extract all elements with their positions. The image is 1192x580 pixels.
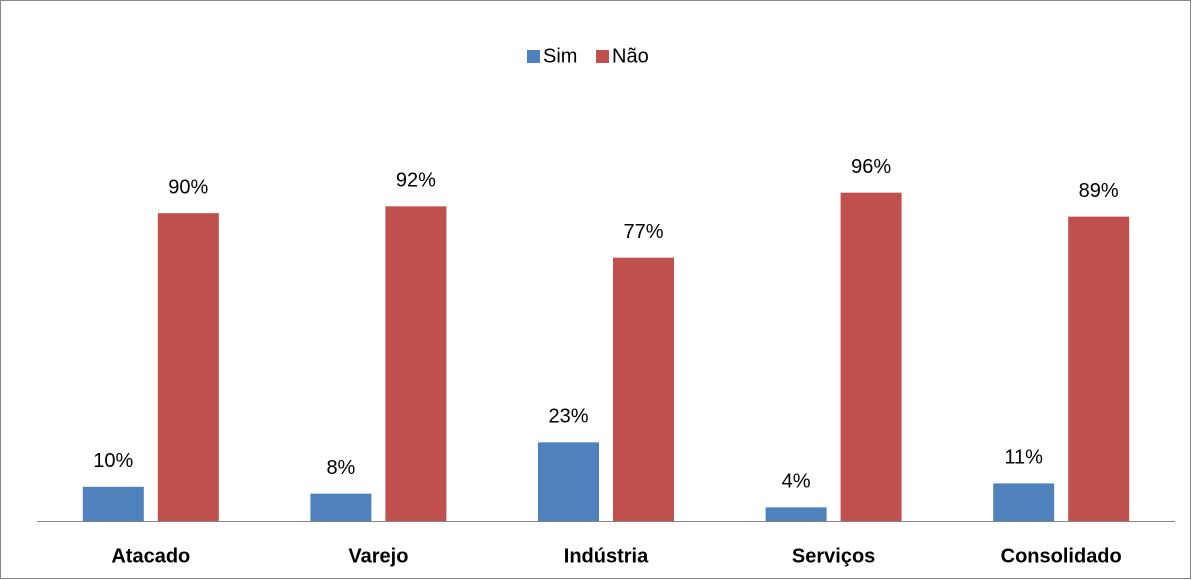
bar: [385, 206, 447, 522]
bar: [765, 507, 827, 521]
bar: [993, 483, 1055, 521]
x-tick-label: Indústria: [564, 545, 649, 567]
bar: [613, 257, 674, 521]
data-label: 90%: [168, 176, 208, 198]
data-label: 10%: [93, 450, 133, 472]
data-label: 11%: [1004, 447, 1043, 469]
legend-label: Sim: [543, 45, 577, 67]
data-label: 96%: [851, 156, 891, 178]
bar: [538, 442, 599, 521]
bar: [840, 192, 902, 521]
data-label: 8%: [326, 457, 355, 479]
legend-label: Não: [612, 45, 649, 67]
bar: [157, 213, 219, 521]
data-label: 4%: [782, 471, 811, 493]
bar: [310, 493, 372, 521]
x-tick-label: Atacado: [111, 545, 190, 567]
legend-swatch: [596, 50, 609, 63]
data-label: 23%: [548, 406, 588, 428]
bar: [1068, 216, 1130, 521]
x-tick-label: Consolidado: [1001, 545, 1122, 567]
bar: [82, 486, 144, 521]
data-label: 77%: [623, 221, 663, 243]
x-tick-label: Varejo: [348, 545, 408, 567]
legend-swatch: [527, 50, 540, 63]
data-label: 92%: [396, 170, 436, 192]
data-label: 89%: [1079, 180, 1119, 202]
x-tick-label: Serviços: [792, 545, 875, 567]
